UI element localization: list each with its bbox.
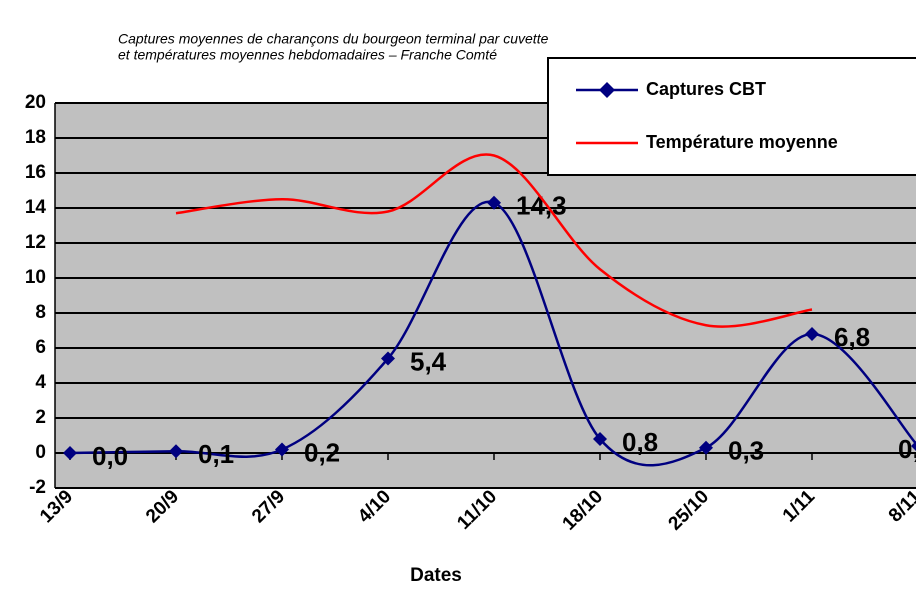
value-label: 0,2 (304, 437, 340, 467)
value-label: 0,3 (728, 436, 764, 466)
value-label: 14,3 (516, 191, 567, 221)
y-tick-label: 20 (25, 92, 46, 113)
y-tick-label: 16 (25, 162, 46, 183)
legend-marker (599, 82, 615, 98)
value-label: 0,8 (622, 427, 658, 457)
chart-subtitle: et températures moyennes hebdomadaires –… (118, 47, 497, 63)
y-tick-label: 6 (35, 337, 46, 358)
marker (699, 440, 713, 455)
y-tick-label: 18 (25, 127, 46, 148)
marker (381, 351, 395, 366)
marker (805, 327, 819, 341)
x-tick-label: 18/10 (559, 486, 607, 534)
value-label: 0,4 (898, 434, 916, 464)
legend-label: Température moyenne (646, 132, 838, 152)
legend: Captures CBT Température moyenne (547, 57, 916, 176)
y-tick-label: 4 (35, 372, 46, 393)
value-label: 0,1 (198, 439, 234, 469)
value-label: 6,8 (834, 322, 870, 352)
x-tick-label: 4/10 (354, 486, 395, 527)
y-tick-label: 12 (25, 232, 46, 253)
x-tick-label: 11/10 (453, 486, 501, 534)
y-tick-label: 2 (35, 407, 46, 428)
x-tick-label: 25/10 (665, 486, 713, 534)
series-line (69, 200, 916, 467)
x-tick-label: 27/9 (248, 486, 289, 527)
x-tick-label: 1/11 (779, 486, 820, 527)
marker (487, 195, 501, 210)
x-axis-title: Dates (410, 565, 462, 586)
legend-box (547, 57, 916, 176)
marker (275, 442, 289, 457)
y-tick-label: 8 (35, 302, 46, 323)
legend-label: Captures CBT (646, 79, 766, 99)
series-line (175, 153, 813, 328)
marker (911, 441, 916, 451)
y-tick-label: -2 (29, 477, 46, 498)
y-tick-label: 10 (25, 267, 46, 288)
y-tick-label: 0 (35, 442, 46, 463)
chart-title: Captures moyennes de charançons du bourg… (118, 31, 549, 47)
value-label: 5,4 (410, 346, 447, 376)
x-tick-label: 8/11 (885, 486, 916, 527)
marker (593, 432, 607, 446)
marker (63, 446, 77, 460)
value-label: 0,0 (92, 441, 128, 471)
marker (169, 444, 183, 459)
y-tick-label: 14 (25, 197, 47, 218)
x-tick-label: 20/9 (142, 486, 183, 527)
